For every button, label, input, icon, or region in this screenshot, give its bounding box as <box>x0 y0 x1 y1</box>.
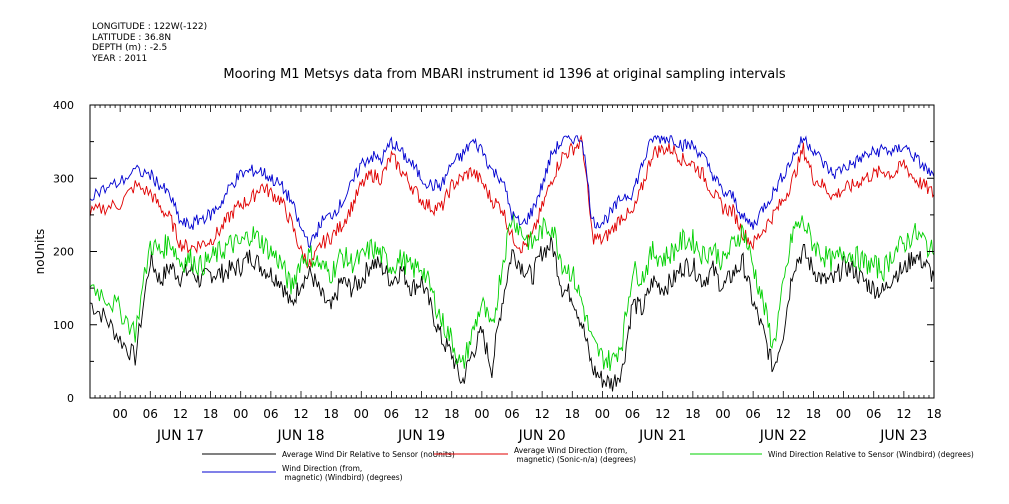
x-hour-label: 18 <box>685 407 700 421</box>
x-day-label: JUN 21 <box>638 428 686 444</box>
x-hour-label: 12 <box>896 407 911 421</box>
x-hour-label: 00 <box>233 407 248 421</box>
x-hour-label: 12 <box>655 407 670 421</box>
x-hour-label: 06 <box>746 407 761 421</box>
axis-layer: 0 100 200 300 400 00 06 12 18 00 06 12 18 00 06 12 18 00 0… <box>53 99 942 444</box>
y-tick-label: 200 <box>53 246 74 259</box>
y-tick-label: 300 <box>53 172 74 185</box>
x-hour-label: 06 <box>625 407 640 421</box>
legend-label-2: Average Wind Direction (from, magnetic) … <box>514 446 636 464</box>
x-hour-label: 18 <box>324 407 339 421</box>
x-hour-label: 00 <box>474 407 489 421</box>
x-hour-label: 00 <box>715 407 730 421</box>
metadata-year: YEAR : 2011 <box>92 53 148 64</box>
x-hour-label: 00 <box>354 407 369 421</box>
x-day-label: JUN 23 <box>879 428 927 444</box>
metadata-longitude: LONGITUDE : 122W(-122) <box>92 22 208 32</box>
x-hour-label: 00 <box>595 407 610 421</box>
x-hour-label: 18 <box>444 407 459 421</box>
metadata-block: LONGITUDE : 122W(-122) LATITUDE : 36.8N … <box>92 22 207 64</box>
x-day-label: JUN 18 <box>276 428 324 444</box>
legend-label-4: Wind Direction (from, magnetic) (Windbir… <box>282 464 403 482</box>
series-line-2 <box>89 134 935 269</box>
y-tick-label: 100 <box>53 319 74 332</box>
y-tick-label: 400 <box>53 99 74 112</box>
x-hour-label: 18 <box>926 407 941 421</box>
legend-label-3: Wind Direction Relative to Sensor (Windb… <box>768 450 974 459</box>
x-hour-label: 06 <box>143 407 158 421</box>
x-hour-label: 18 <box>203 407 218 421</box>
x-hour-label: 12 <box>776 407 791 421</box>
x-hour-label: 18 <box>806 407 821 421</box>
x-hour-label: 12 <box>535 407 550 421</box>
legend: Average Wind Dir Relative to Sensor (noU… <box>202 446 974 482</box>
series-layer <box>89 134 935 392</box>
x-hour-label: 12 <box>414 407 429 421</box>
metadata-depth: DEPTH (m) : -2.5 <box>92 43 168 53</box>
x-hour-label: 06 <box>263 407 278 421</box>
x-hour-label: 12 <box>173 407 188 421</box>
legend-label-1: Average Wind Dir Relative to Sensor (noU… <box>282 450 455 459</box>
y-tick-label: 0 <box>67 392 74 405</box>
x-day-label: JUN 17 <box>156 428 204 444</box>
x-hour-label: 06 <box>384 407 399 421</box>
x-hour-label: 06 <box>866 407 881 421</box>
metadata-latitude: LATITUDE : 36.8N <box>92 32 172 43</box>
x-day-label: JUN 22 <box>759 428 807 444</box>
x-day-label: JUN 20 <box>518 428 566 444</box>
x-hour-label: 00 <box>113 407 128 421</box>
x-hour-label: 12 <box>293 407 308 421</box>
chart-title: Mooring M1 Metsys data from MBARI instru… <box>223 67 786 82</box>
series-line-4 <box>89 134 935 249</box>
y-axis-label: noUnits <box>33 229 47 275</box>
series-line-1 <box>89 235 935 392</box>
x-hour-label: 06 <box>504 407 519 421</box>
series-line-3 <box>89 212 935 371</box>
x-hour-label: 00 <box>836 407 851 421</box>
x-day-label: JUN 19 <box>397 428 445 444</box>
x-hour-label: 18 <box>565 407 580 421</box>
